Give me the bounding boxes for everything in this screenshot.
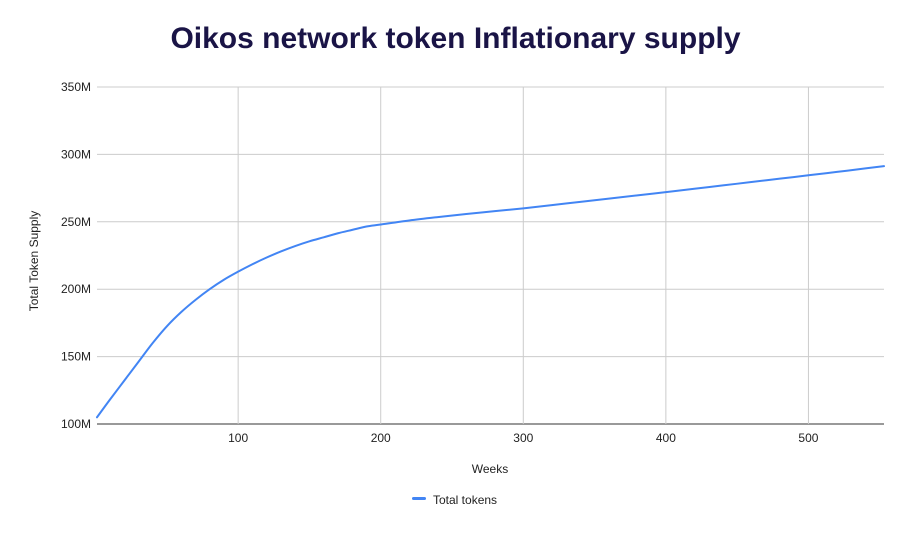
- x-axis-label: Weeks: [472, 462, 508, 476]
- x-tick-label: 300: [513, 431, 533, 445]
- y-tick-label: 250M: [61, 215, 91, 229]
- series-line-total-tokens: [96, 165, 885, 419]
- y-tick-label: 350M: [61, 80, 91, 94]
- y-tick-label: 100M: [61, 417, 91, 431]
- x-tick-label: 200: [371, 431, 391, 445]
- grid: [97, 86, 884, 425]
- series-layer: [96, 165, 885, 419]
- legend: Total tokens: [412, 493, 497, 507]
- y-tick-label: 200M: [61, 282, 91, 296]
- x-axis-ticks: 100 200 300 400 500: [228, 431, 819, 445]
- y-axis-ticks: 100M 150M 200M 250M 300M 350M: [61, 80, 91, 431]
- x-tick-label: 500: [798, 431, 818, 445]
- x-tick-label: 400: [656, 431, 676, 445]
- legend-swatch: [412, 497, 426, 500]
- x-tick-label: 100: [228, 431, 248, 445]
- y-axis-label: Total Token Supply: [27, 211, 41, 312]
- legend-label: Total tokens: [433, 493, 497, 507]
- y-tick-label: 150M: [61, 350, 91, 364]
- y-tick-label: 300M: [61, 147, 91, 161]
- chart-title: Oikos network token Inflationary supply: [170, 22, 741, 55]
